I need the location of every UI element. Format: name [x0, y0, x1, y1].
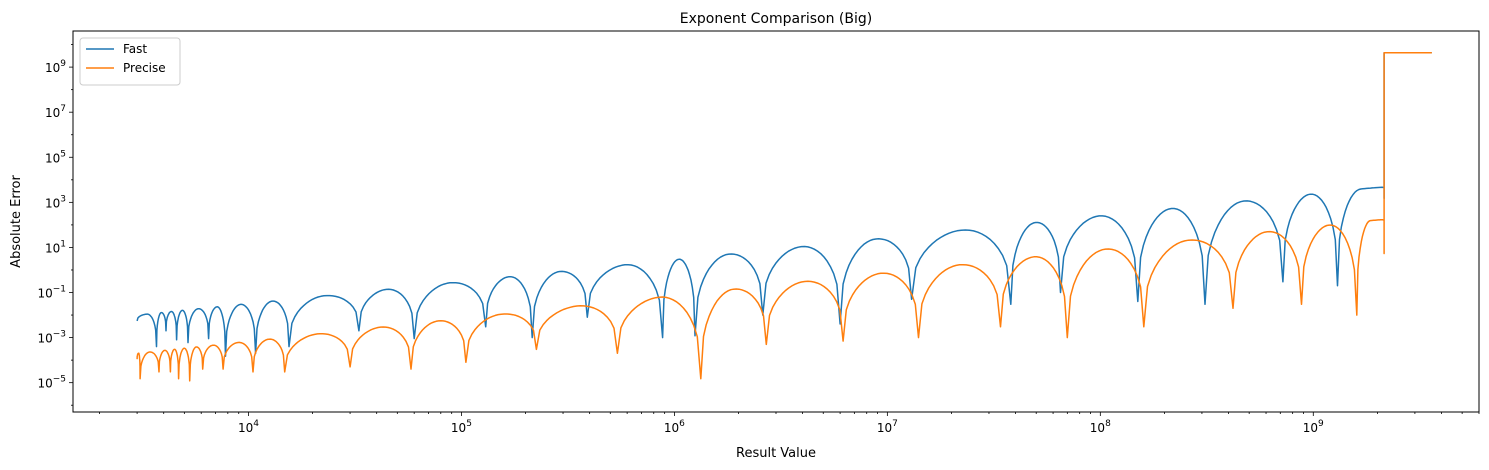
x-tick-exponent: 4 — [253, 419, 259, 429]
y-tick-label: 109 — [45, 59, 66, 75]
y-tick-exponent: 7 — [60, 104, 66, 114]
y-tick-exponent: 3 — [60, 194, 66, 204]
x-tick-exponent: 5 — [466, 419, 472, 429]
x-tick-label: 109 — [1303, 419, 1324, 435]
y-tick-label: 103 — [45, 194, 66, 210]
x-tick-label: 107 — [877, 419, 898, 435]
x-tick-exponent: 7 — [892, 419, 898, 429]
x-tick-base: 10 — [1303, 421, 1318, 435]
y-tick-base: 10 — [45, 61, 60, 75]
x-tick-exponent: 8 — [1105, 419, 1111, 429]
y-tick-base: 10 — [45, 196, 60, 210]
y-tick-exponent: 9 — [60, 59, 66, 69]
y-tick-base: 10 — [45, 151, 60, 165]
legend-label-precise: Precise — [123, 61, 166, 75]
x-tick-exponent: 6 — [679, 419, 685, 429]
x-tick-base: 10 — [664, 421, 679, 435]
y-tick-label: 101 — [45, 239, 66, 255]
y-axis-label: Absolute Error — [9, 175, 24, 268]
x-tick-exponent: 9 — [1318, 419, 1324, 429]
chart-title: Exponent Comparison (Big) — [680, 11, 872, 27]
series-layer — [136, 52, 1432, 382]
y-tick-exponent: −1 — [53, 285, 66, 295]
series-line-fast — [136, 52, 1432, 357]
legend-label-fast: Fast — [123, 42, 147, 56]
x-tick-base: 10 — [238, 421, 253, 435]
y-tick-base: 10 — [45, 241, 60, 255]
y-tick-exponent: 1 — [60, 239, 66, 249]
y-tick-label: 105 — [45, 149, 66, 165]
x-axis-label: Result Value — [736, 446, 816, 461]
x-tick-base: 10 — [1090, 421, 1105, 435]
y-tick-base: 10 — [37, 332, 52, 346]
x-tick-base: 10 — [451, 421, 466, 435]
y-tick-base: 10 — [45, 106, 60, 120]
y-tick-label: 10−5 — [37, 375, 66, 391]
x-tick-label: 106 — [664, 419, 685, 435]
y-tick-base: 10 — [37, 287, 52, 301]
x-tick-label: 105 — [451, 419, 472, 435]
y-tick-label: 10−1 — [37, 285, 66, 301]
y-tick-exponent: −5 — [53, 375, 66, 385]
x-axis: 104 105 106 107 108 109 — [99, 412, 1480, 435]
x-tick-base: 10 — [877, 421, 892, 435]
y-tick-exponent: 5 — [60, 149, 66, 159]
x-tick-label: 104 — [238, 419, 259, 435]
y-tick-exponent: −3 — [53, 330, 66, 340]
legend: Fast Precise — [79, 37, 181, 86]
y-tick-label: 10−3 — [37, 330, 66, 346]
x-tick-label: 108 — [1090, 419, 1111, 435]
y-tick-base: 10 — [37, 377, 52, 391]
y-tick-label: 107 — [45, 104, 66, 120]
series-line-precise — [136, 52, 1432, 382]
